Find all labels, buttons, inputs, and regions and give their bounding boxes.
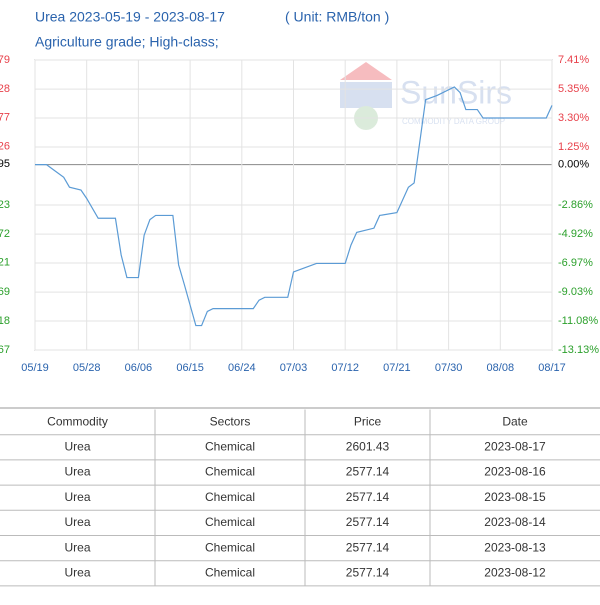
y-tick-label: 3.30% xyxy=(558,112,589,124)
table-cell: Chemical xyxy=(205,439,255,453)
y2-tick-label: 2321 xyxy=(0,257,10,269)
table-header-cell: Date xyxy=(502,414,528,428)
table-cell: Chemical xyxy=(205,490,255,504)
y2-tick-label: 2679 xyxy=(0,54,10,66)
table-cell: Chemical xyxy=(205,565,255,579)
y2-tick-label: 2423 xyxy=(0,199,10,211)
table-cell: Chemical xyxy=(205,540,255,554)
table-cell: 2023-08-15 xyxy=(484,490,546,504)
x-tick-label: 07/12 xyxy=(331,362,359,374)
x-tick-label: 08/17 xyxy=(538,362,566,374)
y2-tick-label: 2167 xyxy=(0,344,10,356)
watermark: SunSirs COMMODITY DATA GROUP xyxy=(340,62,512,130)
y-tick-label: 1.25% xyxy=(558,141,589,153)
y-tick-label: 7.41% xyxy=(558,54,589,66)
y2-tick-label: 2628 xyxy=(0,83,10,95)
table-header-cell: Commodity xyxy=(47,414,108,428)
x-tick-label: 05/28 xyxy=(73,362,101,374)
table-cell: Chemical xyxy=(205,515,255,529)
table-header-cell: Sectors xyxy=(210,414,251,428)
y2-tick-label: 2577 xyxy=(0,112,10,124)
table-cell: 2577.14 xyxy=(346,540,390,554)
y-tick-label: 0.00% xyxy=(558,159,589,171)
y-tick-label: -9.03% xyxy=(558,286,593,298)
table-cell: 2577.14 xyxy=(346,465,390,479)
table-cell: Urea xyxy=(64,465,90,479)
y-tick-label: -2.86% xyxy=(558,199,593,211)
y-tick-label: -13.13% xyxy=(558,344,599,356)
table-cell: 2601.43 xyxy=(346,439,390,453)
table-cell: Urea xyxy=(64,515,90,529)
watermark-text: SunSirs xyxy=(400,74,512,110)
x-tick-label: 07/30 xyxy=(435,362,463,374)
x-tick-label: 07/21 xyxy=(383,362,411,374)
x-tick-label: 06/06 xyxy=(125,362,153,374)
table-cell: 2577.14 xyxy=(346,515,390,529)
y-tick-label: 5.35% xyxy=(558,83,589,95)
table-cell: Urea xyxy=(64,490,90,504)
table-cell: 2023-08-12 xyxy=(484,565,546,579)
x-tick-label: 06/15 xyxy=(176,362,204,374)
table-cell: 2023-08-16 xyxy=(484,465,546,479)
table-cell: 2577.14 xyxy=(346,565,390,579)
table-cell: Urea xyxy=(64,540,90,554)
table-cell: 2023-08-13 xyxy=(484,540,546,554)
y2-tick-label: 2269 xyxy=(0,286,10,298)
chart-subtitle: Agriculture grade; High-class; xyxy=(35,34,219,50)
table-header-cell: Price xyxy=(354,414,382,428)
table-cell: 2023-08-17 xyxy=(484,439,546,453)
y-tick-label: -4.92% xyxy=(558,228,593,240)
y-tick-label: -6.97% xyxy=(558,257,593,269)
table-cell: Urea xyxy=(64,565,90,579)
table-cell: 2023-08-14 xyxy=(484,515,546,529)
x-tick-label: 06/24 xyxy=(228,362,256,374)
chart-title: Urea 2023-05-19 - 2023-08-17 xyxy=(35,9,225,25)
unit: ( Unit: RMB/ton ) xyxy=(285,9,389,25)
watermark-text: COMMODITY DATA GROUP xyxy=(402,117,505,126)
table-cell: Chemical xyxy=(205,465,255,479)
x-tick-label: 07/03 xyxy=(280,362,308,374)
y2-tick-label: 2218 xyxy=(0,315,10,327)
y2-tick-label: 2526 xyxy=(0,141,10,153)
x-tick-label: 08/08 xyxy=(487,362,515,374)
y-tick-label: -11.08% xyxy=(558,315,598,327)
table-cell: Urea xyxy=(64,439,90,453)
line-series xyxy=(35,86,553,327)
x-tick-label: 05/19 xyxy=(21,362,49,374)
y2-tick-label: 2495 xyxy=(0,158,10,170)
table-cell: 2577.14 xyxy=(346,490,390,504)
